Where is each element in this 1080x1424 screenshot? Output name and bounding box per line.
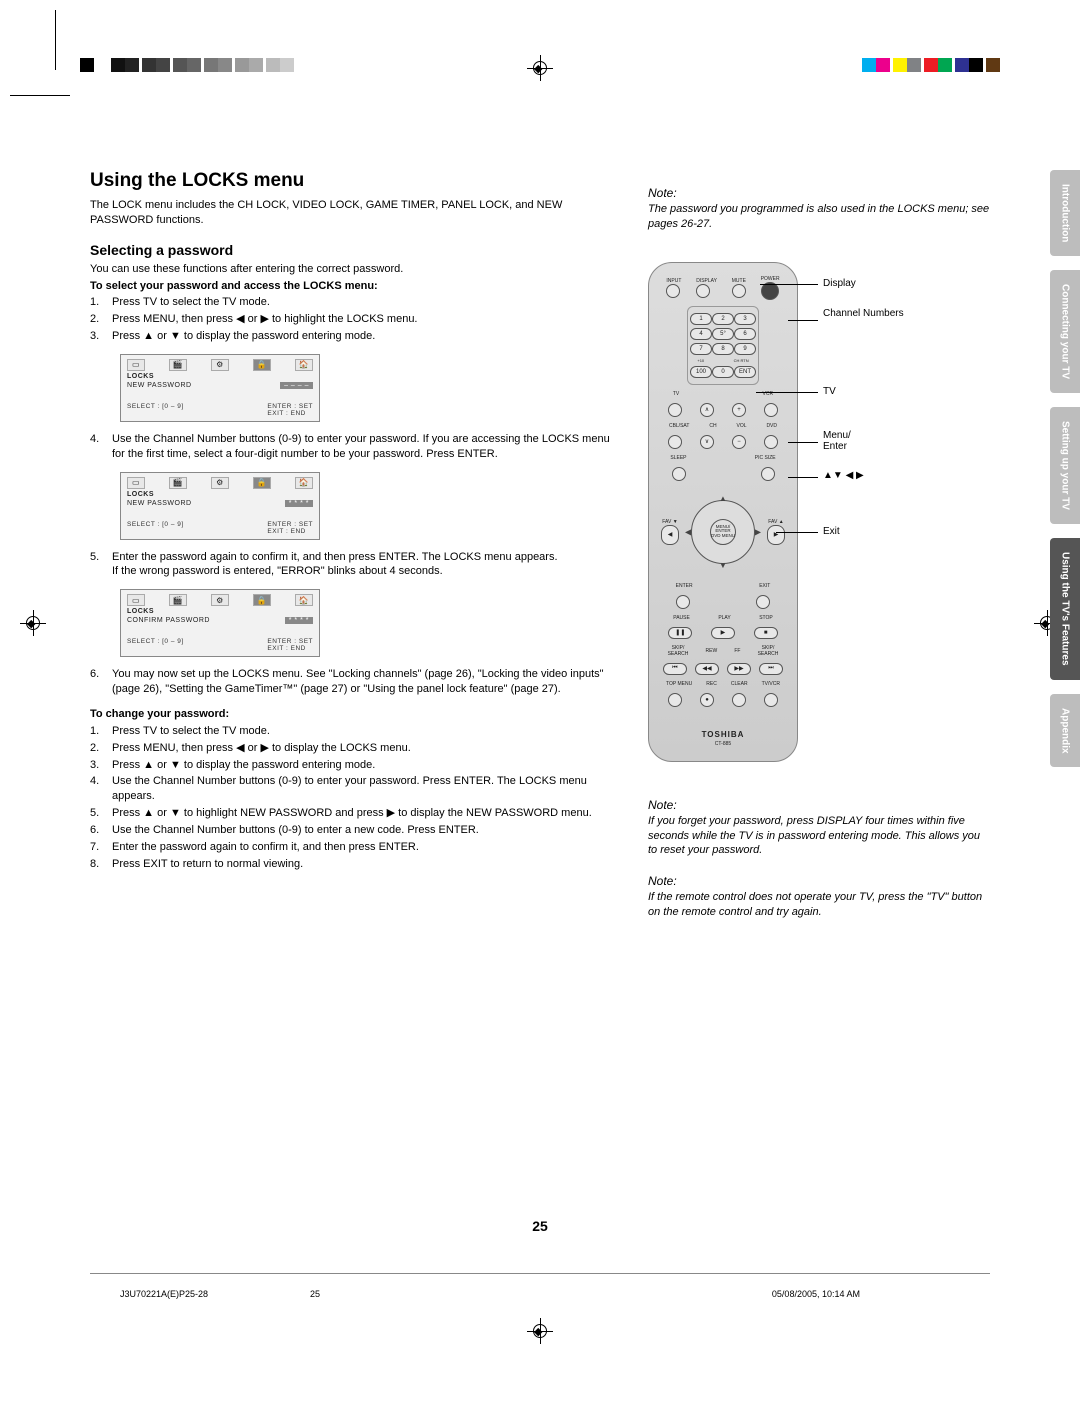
note-2: If you forget your password, press DISPL… [648, 814, 990, 859]
to-change-heading: To change your password: [90, 707, 618, 722]
page-number: 25 [532, 1218, 548, 1234]
crop-mark [55, 10, 56, 70]
registration-mark: ◆ [527, 1318, 553, 1344]
tab-intro: Introduction [1050, 170, 1080, 256]
step: Press MENU, then press ◀ or ▶ to highlig… [108, 312, 618, 327]
callout-exit: Exit [823, 526, 840, 537]
footer-page: 25 [310, 1289, 320, 1299]
left-column: Using the LOCKS menu The LOCK menu inclu… [90, 170, 618, 922]
section-title: Selecting a password [90, 242, 618, 258]
steps-list-a4: You may now set up the LOCKS menu. See "… [108, 667, 618, 697]
step: Use the Channel Number buttons (0-9) to … [108, 774, 618, 804]
tab-setup: Setting up your TV [1050, 407, 1080, 524]
steps-list-a: Press TV to select the TV mode. Press ME… [108, 295, 618, 344]
to-select-heading: To select your password and access the L… [90, 279, 618, 294]
step: You may now set up the LOCKS menu. See "… [108, 667, 618, 697]
brand-label: TOSHIBA [702, 730, 745, 739]
steps-list-b: Press TV to select the TV mode. Press ME… [108, 724, 618, 872]
osd-confirm-password: ▭🎬⚙🔒🏠 LOCKS CONFIRM PASSWORD* * * * SELE… [120, 589, 320, 657]
osd-new-password-blank: ▭🎬⚙🔒🏠 LOCKS NEW PASSWORD– – – – SELECT :… [120, 354, 320, 422]
registration-mark: ◆ [20, 610, 46, 636]
step: Press TV to select the TV mode. [108, 295, 618, 310]
note-1: The password you programmed is also used… [648, 202, 990, 232]
step: Press EXIT to return to normal viewing. [108, 857, 618, 872]
tab-connecting: Connecting your TV [1050, 270, 1080, 393]
step: Enter the password again to confirm it, … [108, 840, 618, 855]
step: Press ▲ or ▼ to display the password ent… [108, 758, 618, 773]
model-label: CT-885 [715, 741, 731, 747]
tab-features: Using the TV's Features [1050, 538, 1080, 680]
callout-arrows: ▲▼ ◀ ▶ [823, 470, 864, 481]
footer-divider [90, 1273, 990, 1274]
page-title: Using the LOCKS menu [90, 170, 618, 192]
side-tabs: Introduction Connecting your TV Setting … [1050, 170, 1080, 1324]
step: Enter the password again to confirm it, … [108, 550, 618, 580]
intro-text: The LOCK menu includes the CH LOCK, VIDE… [90, 198, 618, 228]
crop-mark [10, 95, 70, 96]
step: Press ▲ or ▼ to display the password ent… [108, 329, 618, 344]
callout-channel: Channel Numbers [823, 308, 904, 319]
section-subtitle: You can use these functions after enteri… [90, 262, 618, 277]
step: Use the Channel Number buttons (0-9) to … [108, 432, 618, 462]
right-column: Note: The password you programmed is als… [648, 170, 990, 922]
registration-mark: ◆ [527, 55, 553, 81]
note-3: If the remote control does not operate y… [648, 890, 990, 920]
callout-menu: Menu/ Enter [823, 430, 851, 452]
note-heading: Note: [648, 874, 990, 888]
remote-illustration: INPUT DISPLAY MUTE POWER 123 45°6 789 +1… [648, 262, 990, 782]
steps-list-a3: Enter the password again to confirm it, … [108, 550, 618, 580]
steps-list-a2: Use the Channel Number buttons (0-9) to … [108, 432, 618, 462]
step: Press ▲ or ▼ to highlight NEW PASSWORD a… [108, 806, 618, 821]
osd-new-password-filled: ▭🎬⚙🔒🏠 LOCKS NEW PASSWORD* * * * SELECT :… [120, 472, 320, 540]
callout-tv: TV [823, 386, 836, 397]
step: Press MENU, then press ◀ or ▶ to display… [108, 741, 618, 756]
footer-timestamp: 05/08/2005, 10:14 AM [772, 1289, 860, 1299]
tab-appendix: Appendix [1050, 694, 1080, 768]
step: Press TV to select the TV mode. [108, 724, 618, 739]
note-heading: Note: [648, 186, 990, 200]
note-heading: Note: [648, 798, 990, 812]
callout-display: Display [823, 278, 856, 289]
step: Use the Channel Number buttons (0-9) to … [108, 823, 618, 838]
footer-doc-id: J3U70221A(E)P25-28 [120, 1289, 208, 1299]
